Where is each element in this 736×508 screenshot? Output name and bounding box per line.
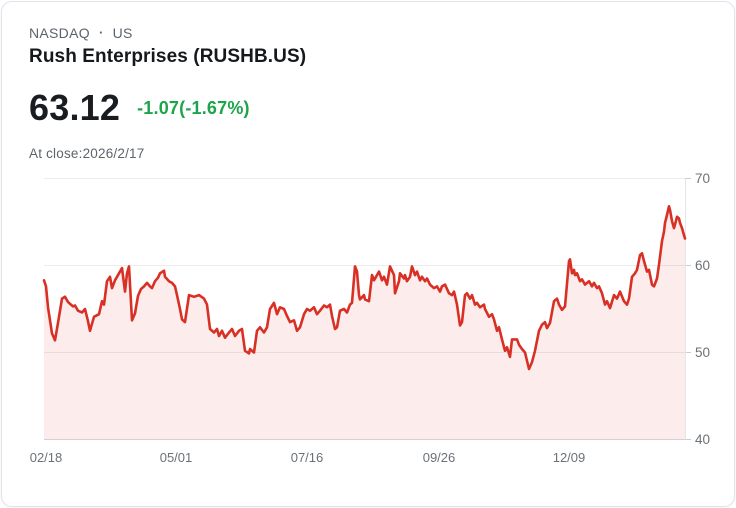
region-label: US — [112, 25, 133, 41]
last-price: 63.12 — [29, 87, 121, 128]
price-change: -1.07(-1.67%) — [137, 97, 250, 118]
y-axis-label-50: 50 — [695, 345, 710, 360]
as-of-label: At close:2026/2/17 — [29, 146, 145, 161]
x-axis-label-12-09: 12/09 — [553, 450, 586, 465]
page-title: Rush Enterprises (RUSHB.US) — [29, 46, 307, 67]
quote-header: NASDAQ · US Rush Enterprises (RUSHB.US) … — [29, 25, 306, 161]
price-row: 63.12 -1.07(-1.67%) — [29, 90, 306, 126]
separator-dot: · — [98, 25, 104, 40]
x-axis-label-09-26: 09/26 — [423, 450, 456, 465]
x-axis-label-07-16: 07/16 — [291, 450, 324, 465]
y-axis-label-70: 70 — [695, 171, 710, 186]
y-axis-label-60: 60 — [695, 258, 710, 273]
exchange-label: NASDAQ — [29, 25, 90, 41]
x-axis-label-05-01: 05/01 — [160, 450, 193, 465]
x-axis-label-02-18: 02/18 — [30, 450, 63, 465]
exchange-row: NASDAQ · US — [29, 25, 306, 41]
y-axis-label-40: 40 — [695, 432, 710, 447]
